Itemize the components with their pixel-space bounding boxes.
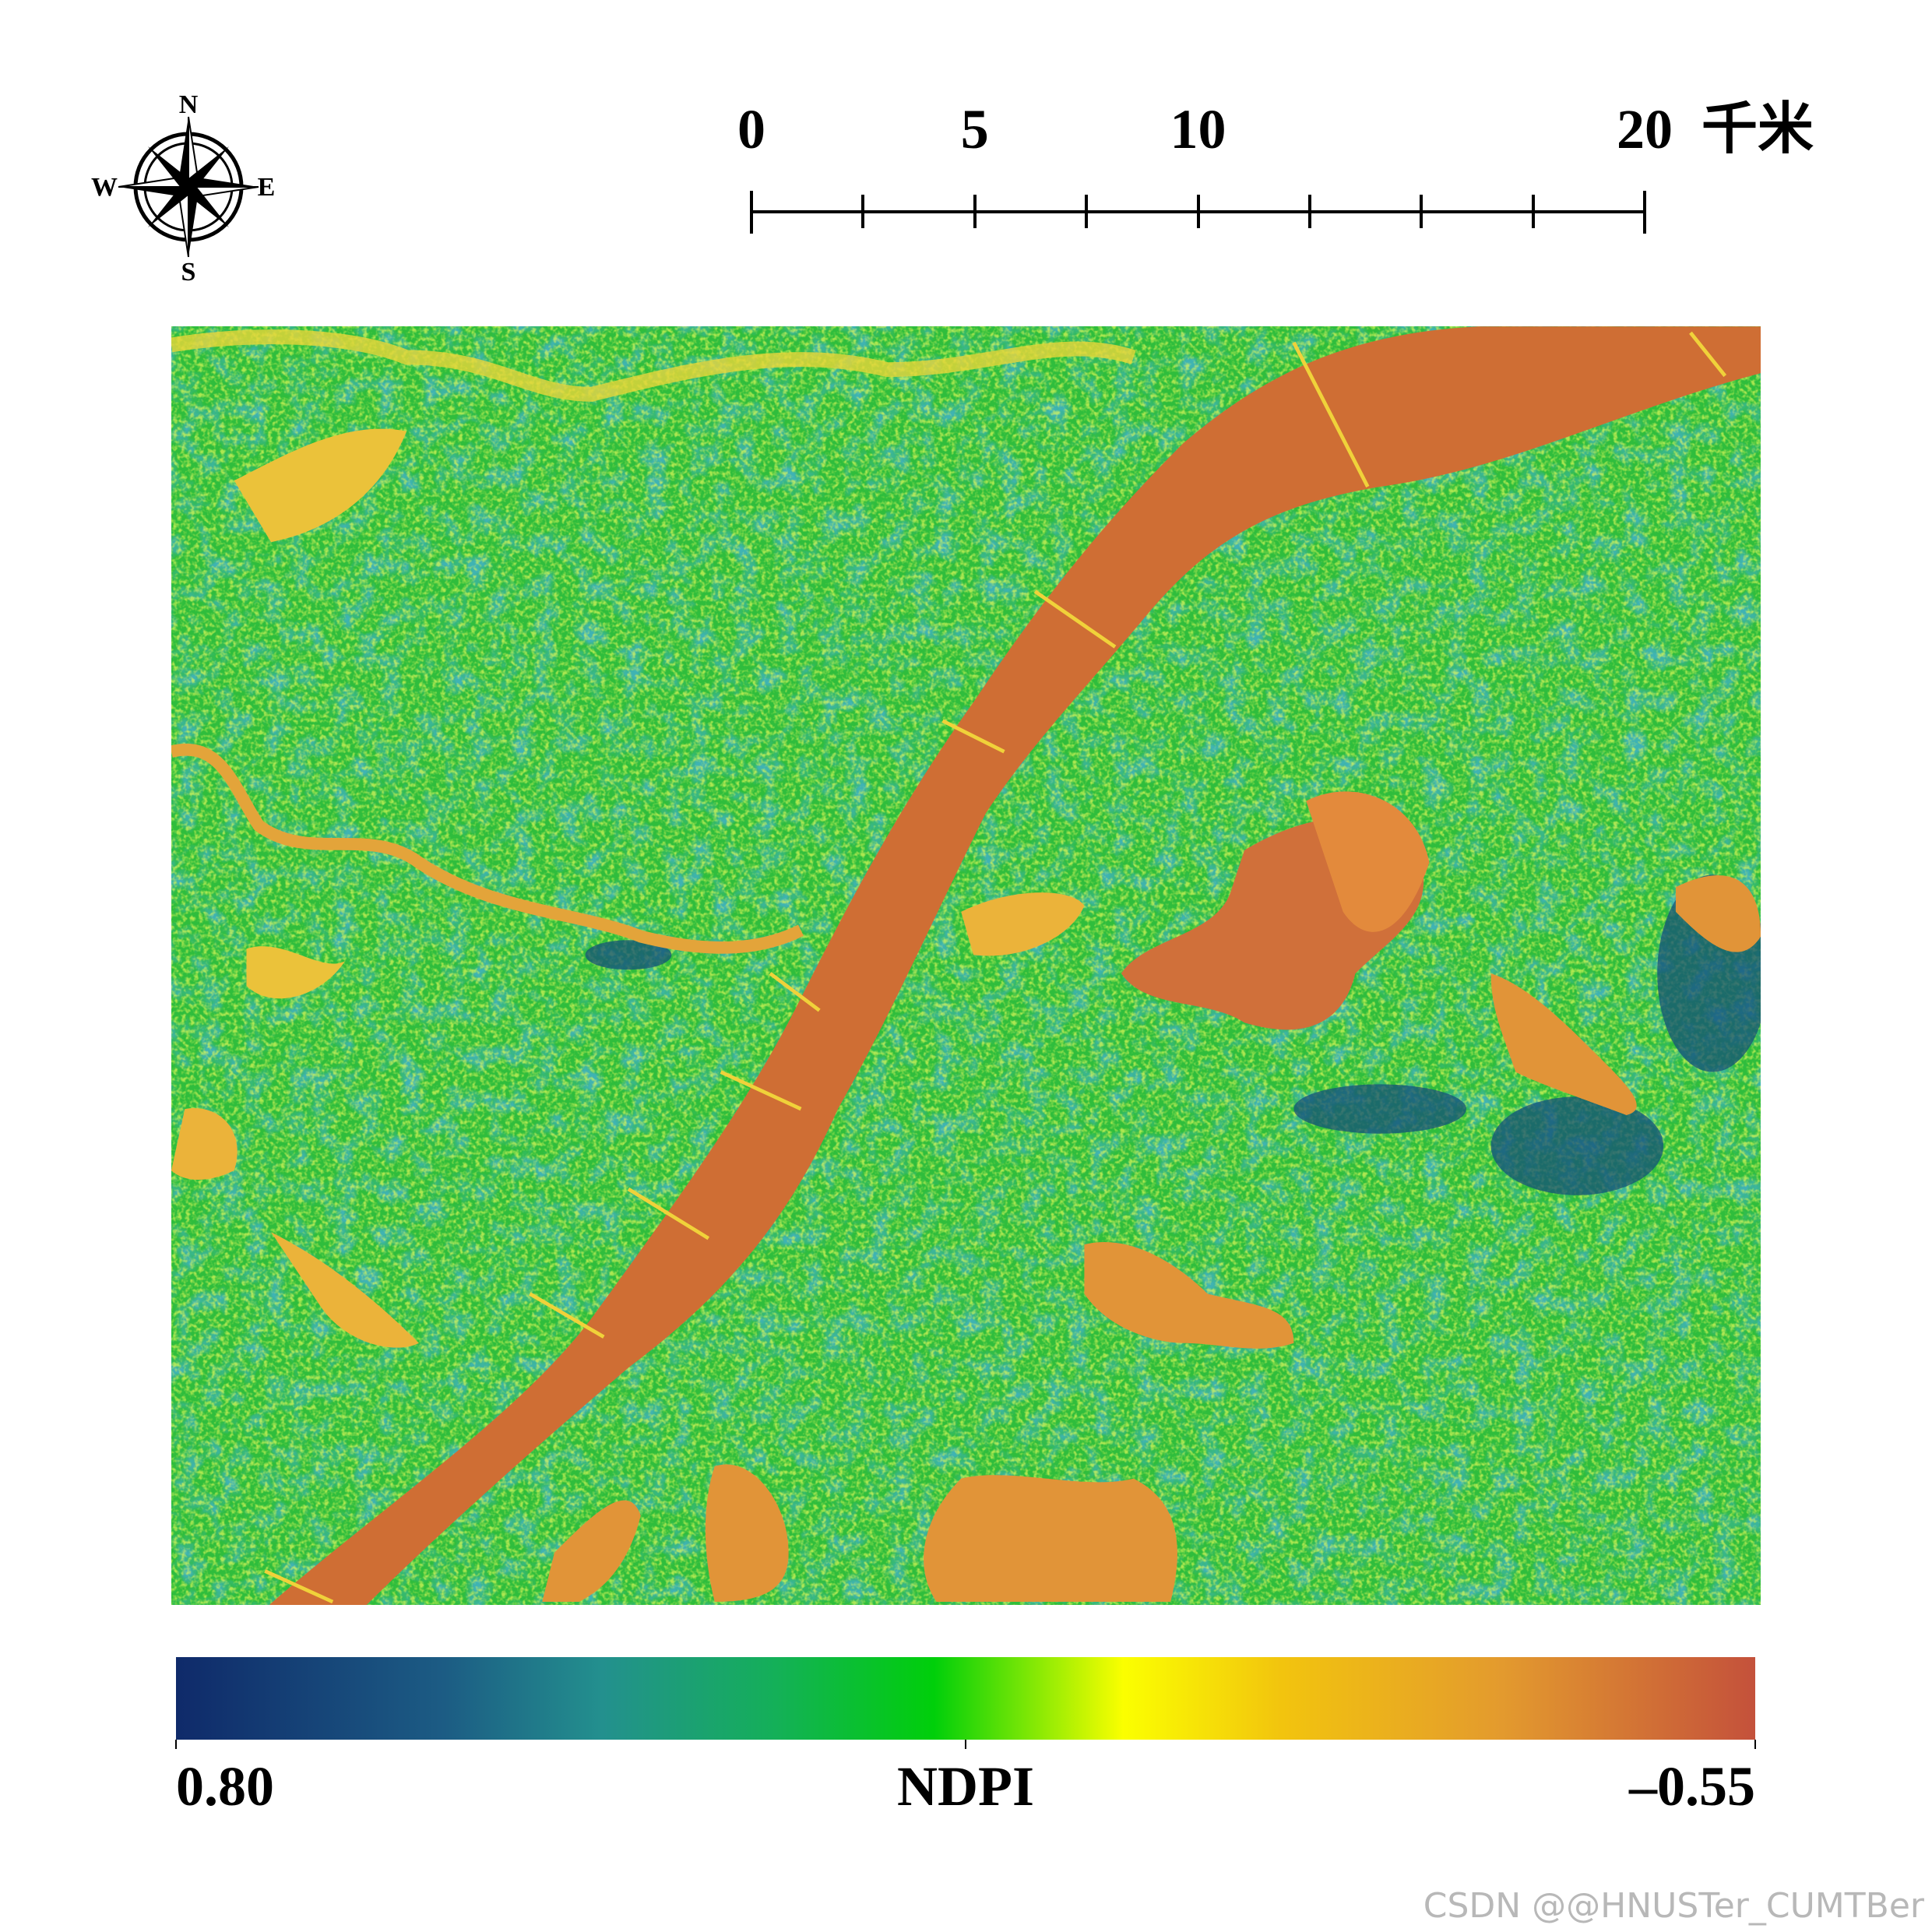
- scale-bar: [750, 191, 1646, 234]
- legend-title: NDPI: [897, 1755, 1034, 1818]
- colorbar: [176, 1657, 1755, 1740]
- scale-label: 0: [737, 98, 765, 160]
- compass-w: W: [91, 173, 118, 202]
- colorbar-label: –0.55: [1628, 1755, 1755, 1818]
- colorbar-label: 0.80: [176, 1755, 274, 1818]
- scale-unit: 千米: [1701, 98, 1814, 160]
- scale-label: 5: [961, 98, 989, 160]
- watermark: CSDN @@HNUSTer_CUMTBer: [1423, 1886, 1925, 1926]
- scale-label: 20: [1617, 98, 1673, 160]
- compass-n: N: [179, 90, 199, 119]
- compass-e: E: [258, 173, 276, 202]
- ndpi-map: [171, 326, 1761, 1605]
- compass: N S W E: [91, 90, 275, 287]
- scale-label: 10: [1170, 98, 1226, 160]
- compass-s: S: [181, 258, 196, 287]
